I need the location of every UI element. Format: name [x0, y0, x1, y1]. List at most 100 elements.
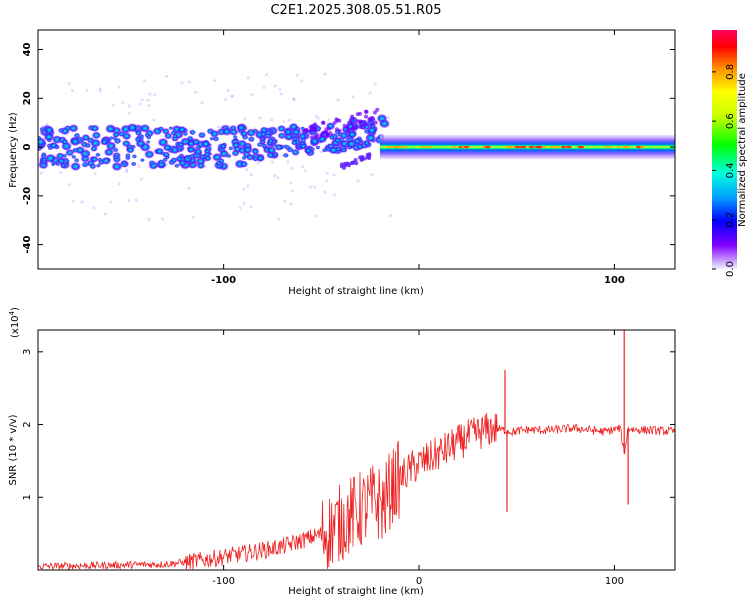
- spectrogram-scatter-point: [277, 217, 281, 221]
- spectrogram-blob: [283, 144, 289, 149]
- spectrogram-blob: [130, 161, 137, 167]
- spectrogram-blob: [63, 125, 72, 132]
- spectrogram-blob: [231, 149, 240, 157]
- spectrogram-scatter-point: [226, 88, 230, 92]
- spectrogram-scatter-point: [368, 91, 372, 95]
- spectrogram-scatter-point: [59, 171, 63, 175]
- spectrogram-hotspot: [604, 145, 611, 149]
- spectrogram-hotspot: [514, 145, 521, 149]
- spectrogram-blob: [38, 135, 42, 141]
- spectrogram-hotspot: [463, 145, 469, 149]
- spectrogram-scatter-point: [351, 95, 355, 99]
- spectrogram-scatter-point: [80, 200, 84, 204]
- spectrogram-hotspot: [508, 145, 516, 149]
- spectrogram-blob: [259, 131, 267, 138]
- spectrogram-scatter-point: [212, 79, 216, 83]
- spectrogram-blob: [290, 139, 299, 146]
- spectrogram-blob: [315, 145, 321, 150]
- spectrogram-blob: [193, 147, 203, 156]
- spectrogram-scatter-point: [286, 160, 290, 164]
- spectrogram-blob: [266, 137, 275, 145]
- spectrogram-scatter-point: [325, 171, 329, 175]
- spectrogram-blob: [162, 143, 173, 152]
- spectrogram-scatter-point: [230, 94, 234, 98]
- snr-multiplier: (x104): [8, 307, 21, 338]
- spectrogram-scatter-point: [258, 116, 262, 120]
- spectrogram-blob: [134, 129, 143, 137]
- spectrogram-hotspot: [450, 145, 458, 149]
- spectrogram-branch-point: [309, 135, 314, 140]
- spectrogram-blob: [298, 142, 308, 150]
- spectrogram-scatter-point: [325, 179, 329, 183]
- spectrogram-branch-point: [359, 157, 364, 162]
- spectrogram-branch-point: [350, 117, 355, 122]
- spectrogram-scatter-point: [314, 214, 318, 218]
- spectrogram-scatter-point: [85, 88, 89, 92]
- spectrogram-blob: [186, 145, 196, 154]
- spectrogram-scatter-point: [290, 166, 294, 170]
- spectrogram-branch-point: [364, 114, 369, 119]
- snr-y-tick-label: 3: [22, 349, 33, 355]
- spectrogram-blob: [43, 125, 55, 135]
- spectrogram-scatter-point: [138, 102, 142, 106]
- spectrogram-branch-point: [356, 119, 361, 124]
- spectrogram-branch-point: [350, 160, 355, 165]
- spectrogram-scatter-point: [289, 181, 293, 185]
- spectrogram-branch-point: [372, 110, 377, 115]
- spectrogram-scatter-point: [187, 186, 191, 190]
- spectrogram-blob: [231, 141, 241, 150]
- snr-frame: [37, 329, 676, 571]
- spectrogram-blob: [154, 147, 165, 156]
- spectrogram-scatter-point: [192, 215, 196, 219]
- spectrogram-x-tick-label: -100: [211, 275, 236, 286]
- spectrogram-scatter-point: [139, 177, 143, 181]
- spectrogram-hotspot: [565, 145, 572, 149]
- spectrogram-x-label: Height of straight line (km): [288, 286, 424, 297]
- spectrogram-blob: [196, 161, 206, 170]
- spectrogram-y-label: Frequency (Hz): [8, 112, 19, 188]
- spectrogram-branch-point: [349, 121, 354, 126]
- spectrogram-branch-point: [337, 118, 342, 123]
- spectrogram-blob: [337, 132, 343, 137]
- spectrogram-blob: [145, 134, 152, 140]
- spectrogram-scatter-point: [250, 92, 254, 96]
- snr-x-ticks: -100 0 100: [212, 330, 624, 587]
- spectrogram-scatter-point: [152, 118, 156, 122]
- spectrogram-y-tick-label: -20: [22, 187, 33, 205]
- spectrogram-scatter-point: [143, 79, 147, 83]
- spectrogram-blob: [71, 147, 79, 154]
- spectrogram-scatter-point: [67, 82, 71, 86]
- spectrogram-blob: [168, 126, 174, 131]
- spectrogram-blob: [103, 147, 115, 157]
- colorbar-gradient: [712, 30, 737, 269]
- spectrogram-blob: [255, 154, 266, 163]
- spectrogram-blob: [191, 137, 201, 146]
- spectrogram-blob: [152, 126, 163, 136]
- spectrogram-branch-point: [361, 122, 366, 127]
- colorbar-tick-label: 0.8: [725, 64, 736, 80]
- spectrogram-branch-point: [325, 133, 330, 138]
- spectrogram-scatter-point: [292, 97, 296, 101]
- spectrogram-scatter-point: [180, 81, 184, 85]
- spectrogram-scatter-point: [262, 86, 266, 90]
- spectrogram-scatter-point: [117, 182, 121, 186]
- spectrogram-scatter-point: [187, 80, 191, 84]
- spectrogram-branch-point: [347, 163, 352, 168]
- spectrogram-branch-point: [375, 107, 380, 112]
- spectrogram-scatter-point: [386, 116, 390, 120]
- spectrogram-blob: [73, 157, 80, 163]
- spectrogram-scatter-point: [308, 185, 312, 189]
- spectrogram-branch-point: [359, 120, 364, 125]
- spectrogram-hotspot: [560, 145, 566, 149]
- spectrogram-blob: [124, 155, 131, 161]
- spectrogram-scatter-point: [289, 202, 293, 206]
- spectrogram-blob: [247, 136, 256, 143]
- spectrogram-scatter-point: [194, 90, 198, 94]
- spectrogram-scatter-point: [243, 117, 247, 121]
- spectrogram-scatter-point: [332, 193, 336, 197]
- spectrogram-scatter-point: [271, 160, 275, 164]
- spectrogram-scatter-point: [146, 98, 150, 102]
- spectrogram-blob: [62, 153, 68, 158]
- colorbar-tick-label: 0.6: [725, 113, 736, 129]
- spectrogram-blob: [41, 152, 47, 157]
